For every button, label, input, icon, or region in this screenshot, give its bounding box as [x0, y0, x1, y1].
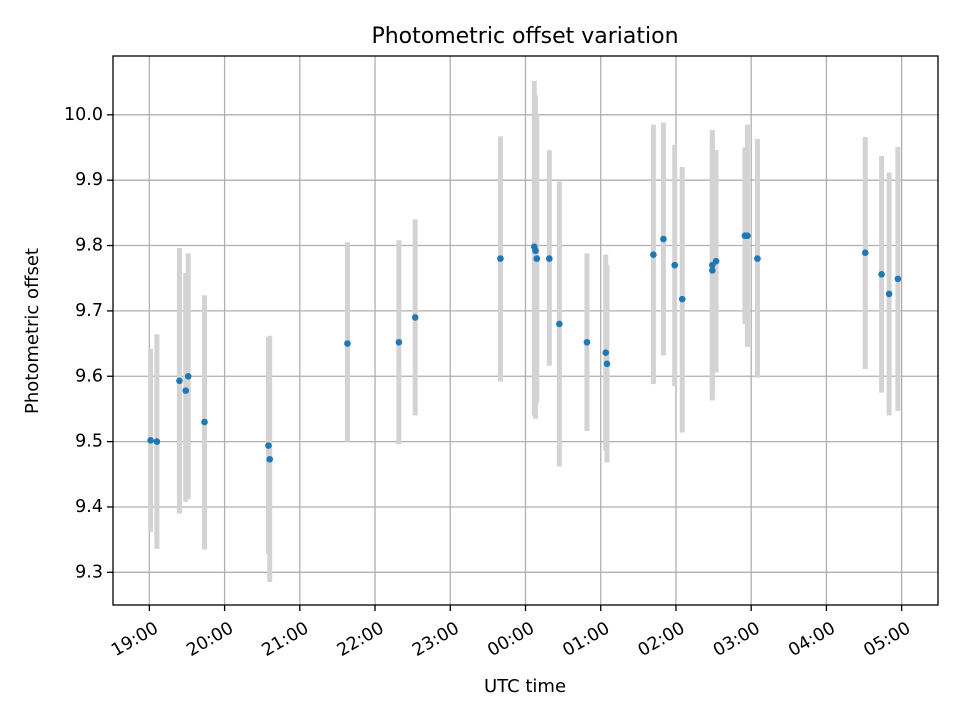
grid	[113, 56, 938, 605]
data-point	[878, 270, 885, 278]
data-point	[201, 418, 208, 426]
data-point	[147, 437, 154, 444]
data-point	[184, 372, 192, 380]
data-point	[176, 377, 183, 385]
y-tick-label: 9.9	[75, 170, 103, 190]
data-point	[885, 290, 893, 298]
chart-title: Photometric offset variation	[371, 24, 678, 49]
data-point	[411, 314, 419, 321]
y-tick-label: 9.6	[75, 366, 103, 386]
data-point	[266, 455, 274, 463]
data-point	[182, 387, 190, 394]
data-point	[583, 338, 591, 346]
y-tick-label: 9.8	[75, 236, 103, 256]
y-axis-ticks: 9.3 9.4 9.5 9.6 9.7 9.8 9.9 10.0	[64, 105, 113, 582]
data-point	[546, 255, 553, 262]
data-point	[678, 295, 686, 303]
y-tick-label: 9.4	[75, 497, 103, 517]
data-point	[894, 275, 902, 283]
data-point	[602, 349, 610, 357]
data-point	[603, 360, 611, 368]
data-point	[497, 255, 504, 262]
data-point	[153, 438, 161, 445]
data-point	[671, 261, 679, 269]
data-point	[754, 255, 761, 262]
data-point	[650, 251, 657, 258]
data-point	[556, 320, 563, 328]
data-point	[344, 340, 351, 347]
data-point	[712, 257, 720, 265]
y-tick-label: 10.0	[64, 105, 103, 125]
x-axis-label: UTC time	[484, 676, 566, 697]
data-point	[861, 249, 869, 257]
data-points	[147, 232, 902, 463]
y-tick-label: 9.3	[75, 562, 103, 582]
y-tick-label: 9.5	[75, 432, 103, 452]
y-tick-label: 9.7	[75, 301, 103, 321]
data-point	[744, 232, 751, 240]
data-point	[532, 247, 539, 255]
data-point	[395, 338, 403, 346]
data-point	[265, 442, 272, 449]
y-axis-label: Photometric offset	[22, 248, 43, 414]
data-point	[709, 267, 716, 274]
data-point	[660, 235, 667, 243]
data-point	[533, 255, 541, 262]
